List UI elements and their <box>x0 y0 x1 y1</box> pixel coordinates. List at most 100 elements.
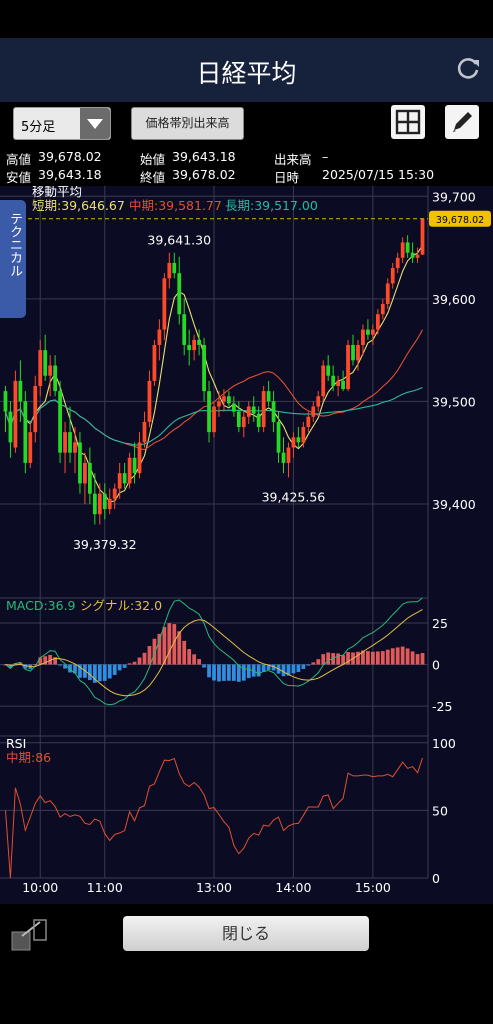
candle-body <box>43 350 48 376</box>
open-label: 始値 <box>140 152 166 167</box>
candle-body <box>187 344 192 351</box>
technical-tab-label: テクニカル <box>7 212 22 277</box>
candle-body <box>73 442 77 453</box>
macd-histogram-bar <box>246 664 251 679</box>
refresh-icon[interactable] <box>455 56 481 82</box>
candle-body <box>132 457 137 474</box>
candle-body <box>63 432 67 453</box>
candle-body <box>212 406 216 433</box>
macd-histogram-bar <box>187 649 192 665</box>
candle-body <box>23 401 28 463</box>
rotate-icon[interactable] <box>10 918 48 952</box>
macd-tick-label: -25 <box>432 699 452 714</box>
macd-histogram-bar <box>177 631 182 665</box>
macd-histogram-bar <box>366 651 370 665</box>
candle-body <box>251 406 256 414</box>
candle-body <box>83 462 87 484</box>
candle-body <box>192 339 197 351</box>
technical-tab[interactable]: テクニカル <box>0 200 26 318</box>
close-button[interactable]: 閉じる <box>123 916 369 951</box>
candle-body <box>207 391 211 433</box>
macd-histogram-bar <box>53 657 58 665</box>
candle-body <box>92 493 97 515</box>
macd-histogram-bar <box>102 664 107 681</box>
candle-body <box>48 365 53 376</box>
datetime-label: 日時 <box>274 170 300 185</box>
candle-body <box>227 396 231 404</box>
volume-profile-button[interactable]: 価格帯別出来高 <box>131 107 244 140</box>
candle-body <box>137 442 142 474</box>
candle-body <box>276 421 281 453</box>
app-header: 日経平均 <box>0 38 493 102</box>
candle-body <box>28 432 33 463</box>
candle-body <box>217 401 221 407</box>
candle-body <box>261 391 266 428</box>
macd-histogram-bar <box>38 657 43 665</box>
candle-body <box>58 391 62 453</box>
macd-histogram-bar <box>336 653 341 665</box>
candle-body <box>400 242 405 258</box>
candle-body <box>3 391 8 412</box>
candle-body <box>331 375 336 386</box>
signal-line <box>5 608 423 697</box>
extreme-price-label: 39,641.30 <box>147 232 211 247</box>
macd-histogram-bar <box>301 664 306 669</box>
interval-select[interactable]: 5分足 <box>13 107 111 140</box>
pencil-icon <box>453 112 472 132</box>
candle-body <box>380 303 385 315</box>
macd-histogram-bar <box>321 654 326 665</box>
candle-body <box>395 257 400 269</box>
candle-body <box>415 254 420 258</box>
extreme-price-label: 39,379.32 <box>73 537 137 552</box>
macd-histogram-bar <box>380 651 385 665</box>
candle-body <box>147 380 152 422</box>
candle-body <box>296 437 301 443</box>
macd-histogram-bar <box>63 664 67 669</box>
macd-histogram-bar <box>236 664 241 682</box>
ma-mid-legend: 中期:39,581.77 <box>129 198 222 213</box>
candle-body <box>375 314 380 330</box>
time-tick-label: 13:00 <box>196 880 232 895</box>
candle-body <box>241 416 246 428</box>
price-tick-label: 39,600 <box>432 292 476 307</box>
price-tick-label: 39,700 <box>432 189 476 204</box>
stock-chart[interactable]: 39,678.02 39,641.30 39,379.32 39,425.56 39,… <box>0 186 493 904</box>
macd-line <box>5 597 423 706</box>
macd-histogram-bar <box>415 654 420 665</box>
extreme-price-label: 39,425.56 <box>262 490 326 505</box>
macd-histogram-bar <box>375 651 380 665</box>
macd-histogram-bar <box>281 664 286 677</box>
interval-value: 5分足 <box>21 120 56 135</box>
volume-label: 出来高 <box>274 152 312 167</box>
grid-layout-button[interactable] <box>391 105 425 139</box>
macd-histogram-bar <box>256 664 261 677</box>
candle-body <box>231 403 236 412</box>
draw-button[interactable] <box>445 105 479 139</box>
candle-body <box>33 386 38 433</box>
candle-body <box>102 493 107 510</box>
macd-histogram-bar <box>261 664 266 673</box>
candle-body <box>162 278 167 330</box>
macd-histogram-bar <box>132 661 137 665</box>
candle-body <box>410 252 415 258</box>
candle-body <box>405 242 410 253</box>
candle-body <box>112 488 117 499</box>
macd-histogram-bar <box>162 627 167 665</box>
candle-body <box>68 432 72 453</box>
candle-body <box>38 350 43 386</box>
macd-histogram-bar <box>341 655 345 665</box>
macd-histogram-bar <box>271 664 276 671</box>
candle-body <box>157 329 162 345</box>
macd-histogram-bar <box>48 654 53 665</box>
macd-histogram-bar <box>400 646 405 665</box>
candle-body <box>266 391 271 402</box>
macd-histogram-bar <box>172 624 177 665</box>
macd-histogram-bar <box>33 664 38 666</box>
macd-histogram-bar <box>326 652 331 665</box>
candle-body <box>321 365 326 397</box>
candle-body <box>202 344 206 392</box>
macd-histogram-bar <box>137 657 142 665</box>
candle-body <box>286 447 291 463</box>
macd-histogram-bar <box>202 664 206 668</box>
time-tick-label: 14:00 <box>275 880 311 895</box>
